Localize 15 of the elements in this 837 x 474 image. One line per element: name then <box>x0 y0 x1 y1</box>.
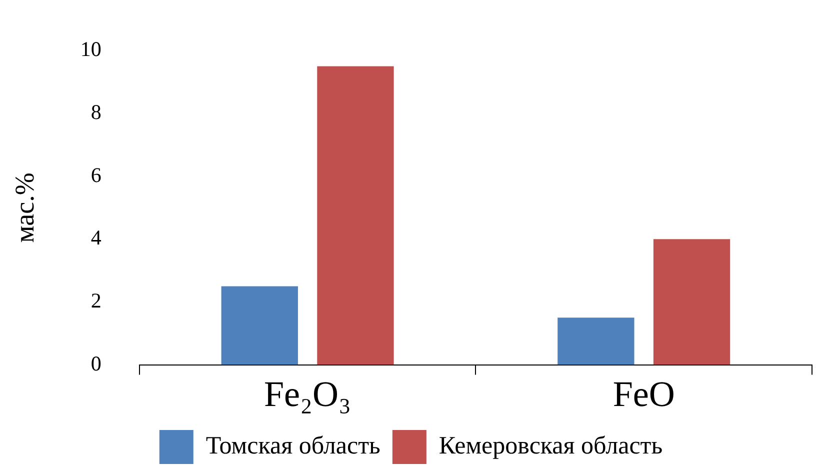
legend-label: Кемеровская область <box>438 432 663 460</box>
bar <box>317 66 394 365</box>
bar <box>221 286 298 365</box>
y-tick-label: 6 <box>90 162 102 187</box>
x-tick-label: Fe₂O₃ <box>264 374 352 414</box>
y-tick-label: 10 <box>80 37 102 62</box>
y-tick-label: 2 <box>90 288 102 312</box>
bar <box>558 318 634 365</box>
y-tick-label: 0 <box>90 351 102 376</box>
y-axis-title: мас.% <box>9 172 40 243</box>
bar <box>653 239 730 365</box>
legend-label: Томская область <box>206 432 380 460</box>
y-tick-label: 8 <box>90 100 102 124</box>
y-tick-label: 4 <box>90 226 102 250</box>
x-tick-label: FeO <box>612 374 675 414</box>
